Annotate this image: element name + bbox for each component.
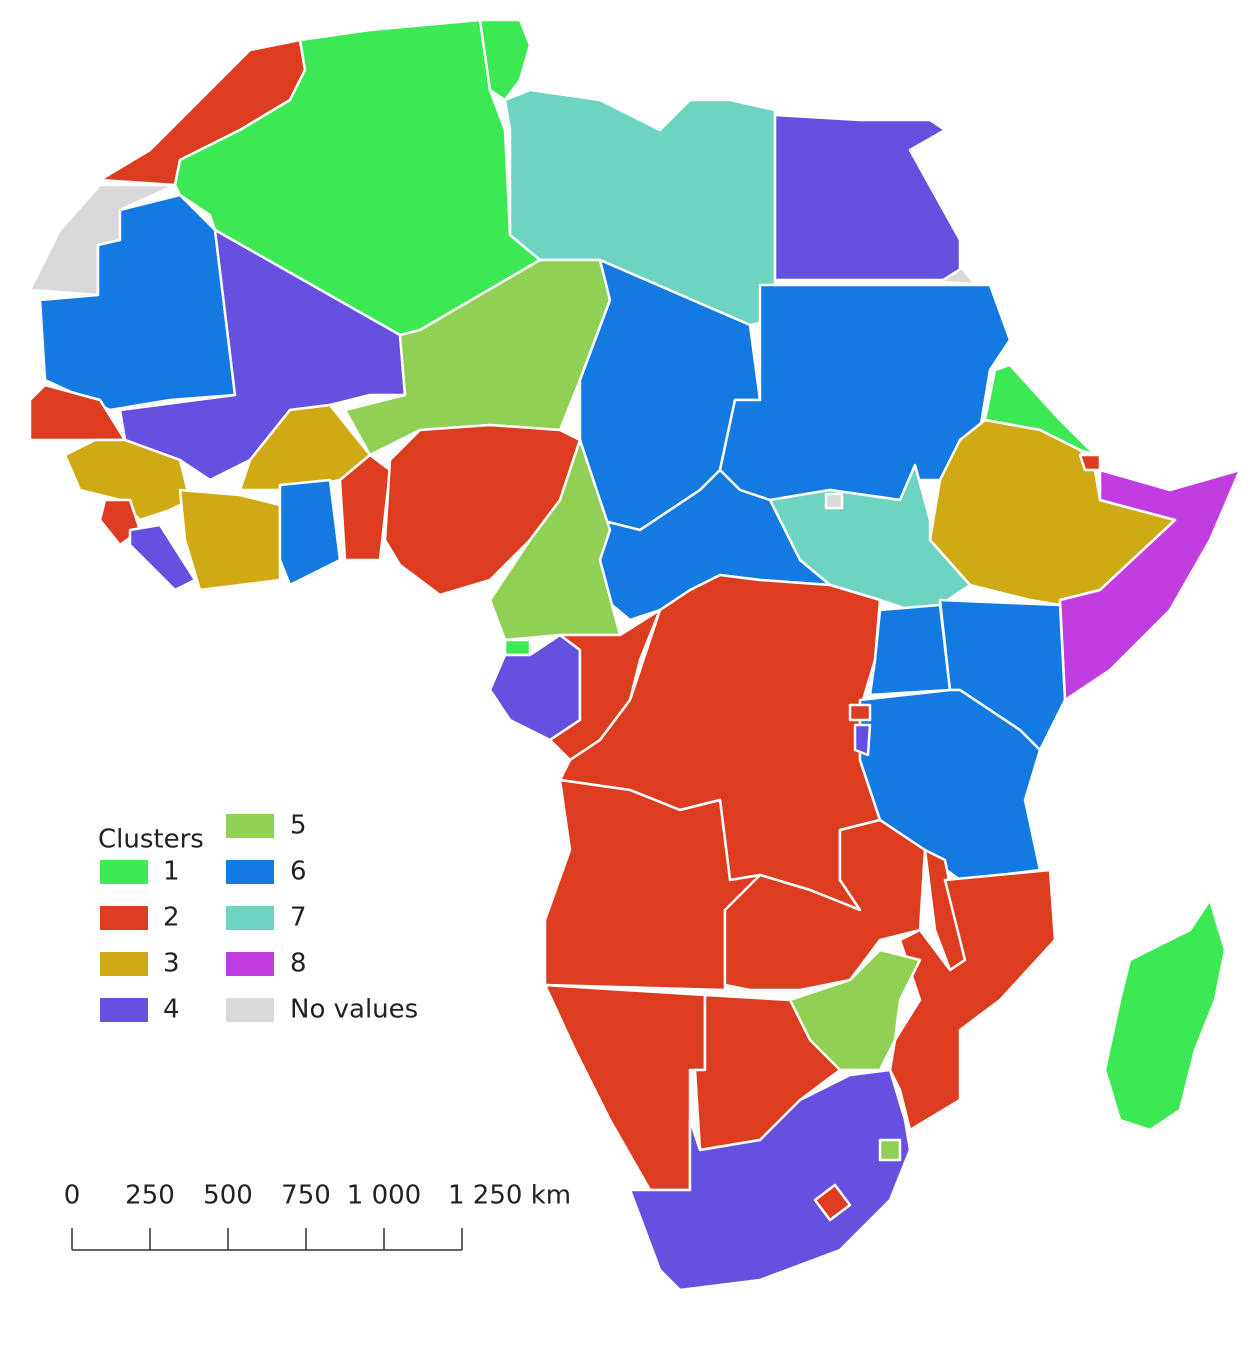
- legend-label: 8: [290, 949, 307, 979]
- legend-label: 4: [163, 995, 180, 1025]
- countries: [28, 18, 1242, 1292]
- country: [848, 703, 872, 722]
- country: [938, 266, 977, 286]
- country: [628, 1068, 912, 1292]
- country: [888, 868, 1057, 1132]
- country: [478, 18, 532, 102]
- country: [278, 478, 342, 587]
- country: [878, 1138, 902, 1162]
- legend-swatch: [226, 952, 274, 976]
- legend-title: Clusters: [98, 825, 204, 855]
- legend-swatch: [100, 860, 148, 884]
- scale-label: 750: [281, 1181, 331, 1211]
- country: [543, 983, 707, 1192]
- country: [178, 488, 282, 592]
- country: [63, 438, 192, 522]
- country: [1103, 898, 1227, 1132]
- scale-label: 1 250 km: [448, 1181, 571, 1211]
- country: [128, 523, 197, 592]
- scale-label: 0: [64, 1181, 81, 1211]
- legend-label: No values: [290, 995, 418, 1025]
- country: [868, 603, 952, 697]
- scale-label: 1 000: [347, 1181, 421, 1211]
- scale-bar: 0 250 500 750 1 000 1 250 km: [64, 1181, 571, 1251]
- legend-label: 6: [290, 857, 307, 887]
- country: [773, 113, 962, 282]
- legend-swatch: [100, 998, 148, 1022]
- country: [503, 638, 532, 657]
- scale-label: 500: [203, 1181, 253, 1211]
- country: [1058, 468, 1242, 702]
- country: [853, 723, 872, 757]
- country: [488, 633, 582, 742]
- legend-label: 1: [163, 857, 180, 887]
- scale-label: 250: [125, 1181, 175, 1211]
- legend-swatch: [226, 906, 274, 930]
- country: [858, 688, 1042, 882]
- legend-label: 7: [290, 903, 307, 933]
- legend: 1 2 3 4 5 6 7 8 No values: [100, 811, 418, 1025]
- legend-swatch: [226, 998, 274, 1022]
- legend-swatch: [100, 906, 148, 930]
- legend-swatch: [226, 860, 274, 884]
- country: [338, 453, 392, 562]
- legend-label: 2: [163, 903, 180, 933]
- country: [824, 492, 844, 510]
- legend-swatch: [100, 952, 148, 976]
- legend-label: 3: [163, 949, 180, 979]
- country: [1078, 453, 1102, 472]
- country: [813, 1183, 852, 1222]
- legend-swatch: [226, 814, 274, 838]
- legend-label: 5: [290, 811, 307, 841]
